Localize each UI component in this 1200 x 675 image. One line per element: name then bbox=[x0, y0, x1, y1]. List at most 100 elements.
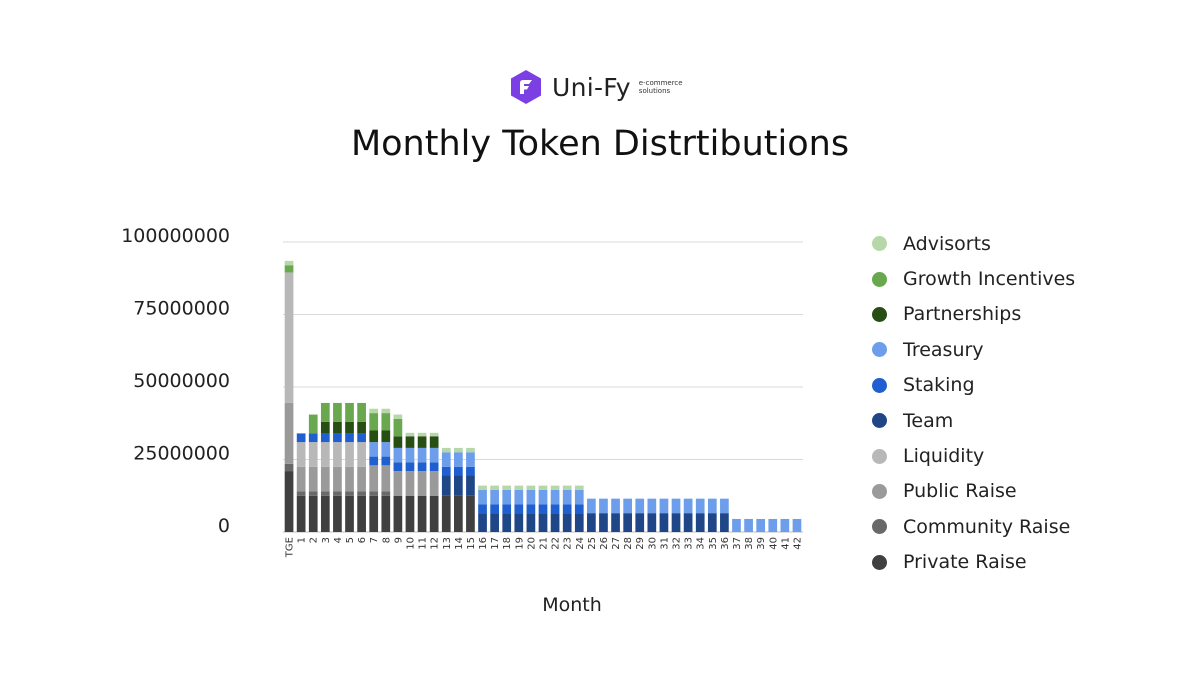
x-tick-label: 37 bbox=[732, 537, 743, 550]
x-tick-label: TGE bbox=[285, 537, 296, 558]
bar-segment bbox=[284, 402, 294, 464]
bar-segment bbox=[478, 489, 487, 505]
bar-segment bbox=[345, 433, 354, 443]
legend-swatch bbox=[872, 413, 887, 429]
legend-label: Liquidity bbox=[903, 445, 985, 468]
bar-segment bbox=[417, 495, 427, 532]
bar-segment bbox=[490, 485, 499, 490]
bar-segment bbox=[405, 471, 415, 496]
x-tick-label: 26 bbox=[599, 537, 610, 550]
x-tick-label: 30 bbox=[647, 537, 658, 550]
bar-segment bbox=[381, 430, 391, 443]
bar-segment bbox=[296, 442, 306, 467]
bar-segment bbox=[562, 485, 572, 490]
bar-segment bbox=[526, 485, 536, 490]
bar-segment bbox=[550, 513, 560, 532]
bar-segment bbox=[466, 495, 475, 532]
bar-segment bbox=[514, 489, 524, 505]
bar-segment bbox=[562, 489, 572, 505]
bar-segment bbox=[393, 447, 403, 463]
bar-segment bbox=[429, 471, 439, 496]
bar-segment bbox=[405, 462, 415, 472]
x-tick-label: 28 bbox=[623, 537, 634, 550]
legend-item: Advisorts bbox=[872, 226, 1075, 261]
legend-item: Treasury bbox=[872, 332, 1075, 367]
bar-segment bbox=[562, 513, 572, 532]
bar-segment bbox=[429, 447, 439, 463]
bar-segment bbox=[550, 489, 560, 505]
bar-segment bbox=[320, 421, 330, 434]
x-tick-label: 31 bbox=[659, 537, 670, 550]
x-tick-label: 10 bbox=[405, 537, 416, 550]
x-tick-label: 11 bbox=[418, 537, 429, 550]
legend-swatch bbox=[872, 271, 887, 287]
legend: Advisorts Growth Incentives Partnerships Tr… bbox=[872, 226, 1075, 580]
bar-segment bbox=[647, 513, 657, 532]
bar-segment bbox=[296, 491, 306, 496]
bar-segment bbox=[393, 462, 403, 472]
chart-title: Monthly Token Distrtibutions bbox=[350, 124, 850, 164]
bar-segment bbox=[454, 452, 463, 467]
y-tick-label: 50000000 bbox=[133, 370, 230, 392]
bar-segment bbox=[538, 489, 548, 505]
bar-segment bbox=[502, 489, 512, 505]
x-tick-label: 22 bbox=[551, 537, 562, 550]
bar-segment bbox=[393, 436, 403, 448]
x-tick-label: 29 bbox=[635, 537, 646, 550]
bar-segment bbox=[345, 402, 354, 422]
bar-segment bbox=[454, 466, 463, 476]
bar-segment bbox=[393, 495, 403, 532]
bar-segment bbox=[599, 498, 608, 514]
bar-segment bbox=[562, 504, 572, 514]
bar-segment bbox=[490, 489, 499, 505]
bar-segment bbox=[502, 513, 512, 532]
legend-label: Advisorts bbox=[903, 232, 991, 255]
x-tick-label: 25 bbox=[587, 537, 598, 550]
bar-segment bbox=[756, 518, 766, 532]
bar-segment bbox=[490, 504, 499, 514]
legend-label: Community Raise bbox=[903, 515, 1071, 538]
bar-segment bbox=[707, 498, 717, 514]
bar-segment bbox=[707, 513, 717, 532]
x-tick-label: 34 bbox=[696, 537, 707, 550]
bar-segment bbox=[441, 447, 451, 453]
legend-label: Staking bbox=[903, 374, 975, 397]
bar-segment bbox=[381, 491, 391, 496]
bar-segment bbox=[683, 513, 693, 532]
bar-segment bbox=[502, 485, 512, 490]
bar-segment bbox=[333, 442, 342, 467]
x-tick-label: 6 bbox=[357, 537, 368, 543]
bar-segment bbox=[478, 513, 487, 532]
bar-segment bbox=[671, 513, 681, 532]
bars bbox=[284, 260, 802, 532]
bar-segment bbox=[369, 491, 379, 496]
legend-label: Public Raise bbox=[903, 480, 1017, 503]
legend-item: Team bbox=[872, 403, 1075, 438]
bar-segment bbox=[405, 495, 415, 532]
x-tick-label: 15 bbox=[466, 537, 477, 550]
bar-segment bbox=[308, 433, 318, 443]
x-tick-label: 3 bbox=[321, 537, 332, 543]
bar-segment bbox=[768, 518, 778, 532]
x-tick-label: 9 bbox=[393, 537, 404, 543]
y-axis: 0 25000000 50000000 75000000 100000000 bbox=[121, 225, 230, 537]
bar-segment bbox=[357, 421, 366, 434]
legend-item: Community Raise bbox=[872, 509, 1075, 544]
bar-segment bbox=[429, 495, 439, 532]
bar-segment bbox=[478, 504, 487, 514]
bar-segment bbox=[514, 513, 524, 532]
brand-name: Uni-Fy bbox=[552, 72, 631, 102]
bar-segment bbox=[345, 442, 354, 467]
x-tick-label: 19 bbox=[514, 537, 525, 550]
bar-segment bbox=[345, 495, 354, 532]
bar-segment bbox=[478, 485, 487, 490]
bar-segment bbox=[284, 260, 294, 266]
x-tick-label: 1 bbox=[297, 537, 308, 543]
bar-segment bbox=[538, 504, 548, 514]
x-tick-label: 16 bbox=[478, 537, 489, 550]
brand-tagline-line-1: e-commerce bbox=[638, 79, 683, 87]
bar-segment bbox=[357, 466, 366, 492]
x-tick-label: 17 bbox=[490, 537, 501, 550]
bar-segment bbox=[417, 436, 427, 448]
bar-segment bbox=[720, 513, 729, 532]
